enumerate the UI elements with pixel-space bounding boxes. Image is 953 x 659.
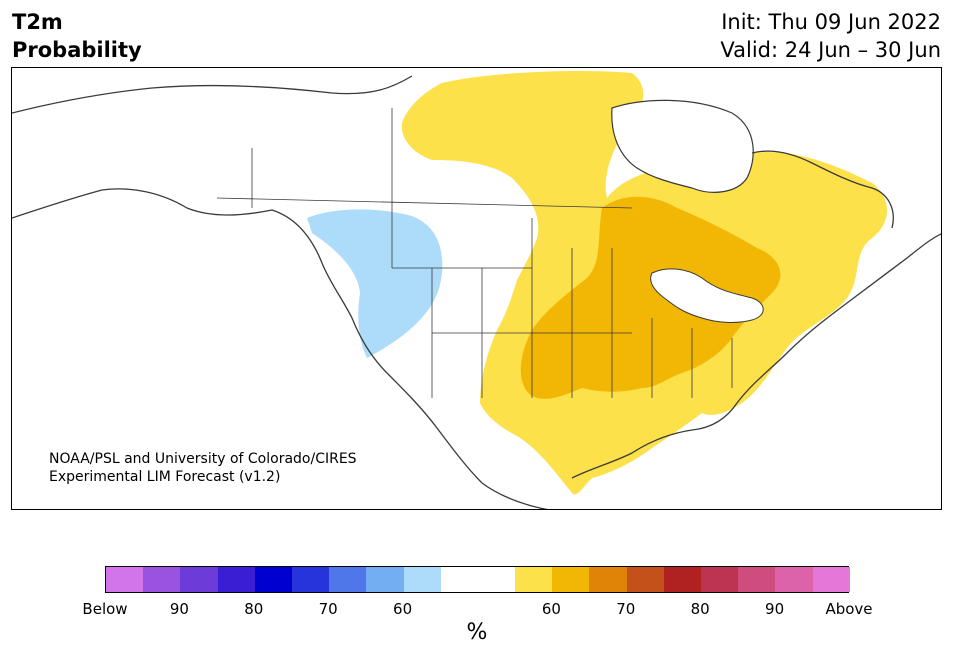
colorbar-swatch <box>515 567 553 592</box>
title-line-1: T2m <box>12 10 63 34</box>
colorbar-swatch <box>366 567 404 592</box>
colorbar-tick-label: 70 <box>318 600 338 618</box>
map-canvas <box>12 71 941 509</box>
colorbar-swatch <box>217 567 255 592</box>
colorbar-tick-label: 80 <box>690 600 710 618</box>
valid-range: Valid: 24 Jun – 30 Jun <box>720 38 941 62</box>
colorbar-swatch <box>329 567 367 592</box>
colorbar-units: % <box>466 620 488 645</box>
colorbar-swatch <box>180 567 218 592</box>
colorbar-swatch <box>552 567 590 592</box>
region-below-60 <box>307 209 443 358</box>
hudson-bay <box>611 99 754 193</box>
colorbar-swatch <box>812 567 850 592</box>
colorbar-tick-label: 70 <box>616 600 636 618</box>
colorbar <box>105 566 850 593</box>
colorbar-tick-label: 80 <box>244 600 264 618</box>
colorbar-swatch <box>403 567 441 592</box>
colorbar-swatch <box>775 567 813 592</box>
region-above-65 <box>520 196 781 399</box>
credit-line-2: Experimental LIM Forecast (v1.2) <box>49 469 281 485</box>
colorbar-swatch <box>701 567 739 592</box>
colorbar-swatch <box>106 567 144 592</box>
great-lakes <box>650 268 764 323</box>
colorbar-swatch <box>738 567 776 592</box>
colorbar-tick-label: Above <box>825 600 873 618</box>
forecast-dates: Init: Thu 09 Jun 2022 Valid: 24 Jun – 30… <box>720 8 941 64</box>
colorbar-tick-label: Below <box>82 600 128 618</box>
colorbar-swatch <box>440 567 478 592</box>
credit-text: NOAA/PSL and University of Colorado/CIRE… <box>49 450 357 486</box>
colorbar-swatch <box>663 567 701 592</box>
colorbar-tick-label: 60 <box>393 600 413 618</box>
map-title: T2m Probability <box>12 8 142 64</box>
credit-line-1: NOAA/PSL and University of Colorado/CIRE… <box>49 451 357 467</box>
colorbar-swatch <box>477 567 516 592</box>
admin-borders <box>216 108 733 398</box>
colorbar-swatch <box>291 567 330 592</box>
colorbar-tick-label: 60 <box>541 600 561 618</box>
colorbar-swatch <box>626 567 664 592</box>
coastline <box>12 75 941 509</box>
map-panel: NOAA/PSL and University of Colorado/CIRE… <box>11 67 942 510</box>
colorbar-tick-label: 90 <box>169 600 189 618</box>
colorbar-swatch <box>589 567 627 592</box>
colorbar-swatch <box>254 567 292 592</box>
title-line-2: Probability <box>12 38 142 62</box>
colorbar-swatch <box>143 567 181 592</box>
colorbar-tick-label: 90 <box>765 600 785 618</box>
init-date: Init: Thu 09 Jun 2022 <box>721 10 941 34</box>
